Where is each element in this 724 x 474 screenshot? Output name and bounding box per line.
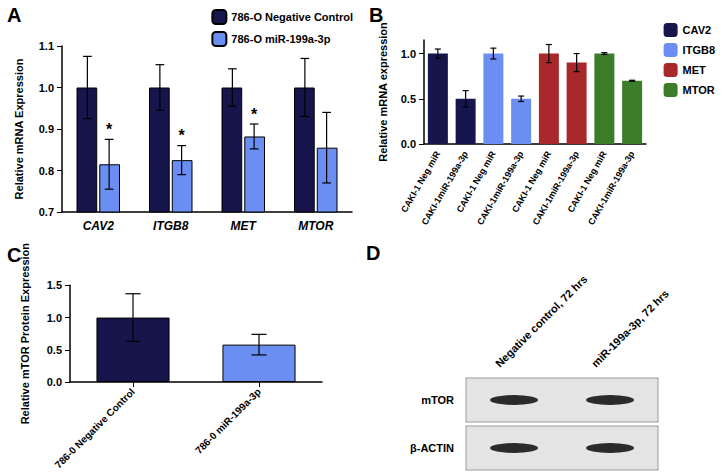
svg-text:miR-199a-3p, 72 hrs: miR-199a-3p, 72 hrs bbox=[589, 287, 671, 369]
svg-text:MTOR: MTOR bbox=[683, 84, 715, 96]
svg-text:786-0 Negative Control: 786-0 Negative Control bbox=[53, 386, 137, 470]
svg-text:0.0: 0.0 bbox=[401, 138, 416, 150]
svg-text:CAKI-1miR-199a-3p: CAKI-1miR-199a-3p bbox=[420, 149, 471, 227]
svg-text:1.0: 1.0 bbox=[39, 82, 54, 94]
svg-text:Relative mTOR Protein Expressi: Relative mTOR Protein Expression bbox=[19, 243, 31, 425]
svg-text:CAKI-1 Neg miR: CAKI-1 Neg miR bbox=[565, 149, 609, 215]
svg-text:0.7: 0.7 bbox=[39, 206, 54, 218]
svg-text:D: D bbox=[366, 242, 380, 264]
svg-text:*: * bbox=[251, 106, 258, 123]
svg-text:0.9: 0.9 bbox=[39, 123, 54, 135]
svg-text:CAKI-1miR-199a-3p: CAKI-1miR-199a-3p bbox=[586, 149, 637, 227]
svg-text:mTOR: mTOR bbox=[421, 394, 454, 406]
svg-text:1.0: 1.0 bbox=[401, 48, 416, 60]
svg-text:*: * bbox=[179, 127, 186, 144]
svg-text:786-O Negative Control: 786-O Negative Control bbox=[231, 11, 353, 23]
svg-text:MET: MET bbox=[683, 64, 707, 76]
svg-text:CAV2: CAV2 bbox=[683, 24, 712, 36]
svg-text:1.1: 1.1 bbox=[39, 40, 54, 52]
svg-text:786-0 miR-199a-3p: 786-0 miR-199a-3p bbox=[193, 386, 263, 456]
svg-text:CAKI-1 Neg miR: CAKI-1 Neg miR bbox=[454, 149, 498, 215]
svg-text:β-ACTIN: β-ACTIN bbox=[410, 442, 454, 454]
svg-text:Relative mRNA Expression: Relative mRNA Expression bbox=[13, 58, 25, 199]
svg-text:CAKI-1miR-199a-3p: CAKI-1miR-199a-3p bbox=[531, 149, 582, 227]
svg-text:1.5: 1.5 bbox=[47, 279, 62, 291]
svg-text:B: B bbox=[369, 4, 383, 26]
svg-text:MET: MET bbox=[231, 219, 258, 233]
svg-text:ITGB8: ITGB8 bbox=[153, 219, 189, 233]
svg-text:0.0: 0.0 bbox=[47, 376, 62, 388]
svg-text:0.5: 0.5 bbox=[401, 93, 416, 105]
svg-text:CAKI-1 Neg miR: CAKI-1 Neg miR bbox=[399, 149, 443, 215]
svg-text:CAV2: CAV2 bbox=[83, 219, 114, 233]
svg-text:C: C bbox=[7, 244, 21, 266]
svg-text:Relative mRNA expression: Relative mRNA expression bbox=[377, 22, 389, 162]
svg-text:0.5: 0.5 bbox=[47, 344, 62, 356]
svg-text:786-O miR-199a-3p: 786-O miR-199a-3p bbox=[231, 33, 330, 45]
svg-text:0.8: 0.8 bbox=[39, 165, 54, 177]
svg-text:MTOR: MTOR bbox=[298, 219, 333, 233]
svg-text:Negative control, 72 hrs: Negative control, 72 hrs bbox=[493, 273, 590, 370]
svg-text:A: A bbox=[7, 4, 21, 26]
svg-text:CAKI-1 Neg miR: CAKI-1 Neg miR bbox=[510, 149, 554, 215]
svg-text:ITGB8: ITGB8 bbox=[683, 44, 715, 56]
svg-text:CAKI-1miR-199a-3p: CAKI-1miR-199a-3p bbox=[475, 149, 526, 227]
svg-text:1.0: 1.0 bbox=[47, 312, 62, 324]
svg-text:*: * bbox=[106, 121, 113, 138]
